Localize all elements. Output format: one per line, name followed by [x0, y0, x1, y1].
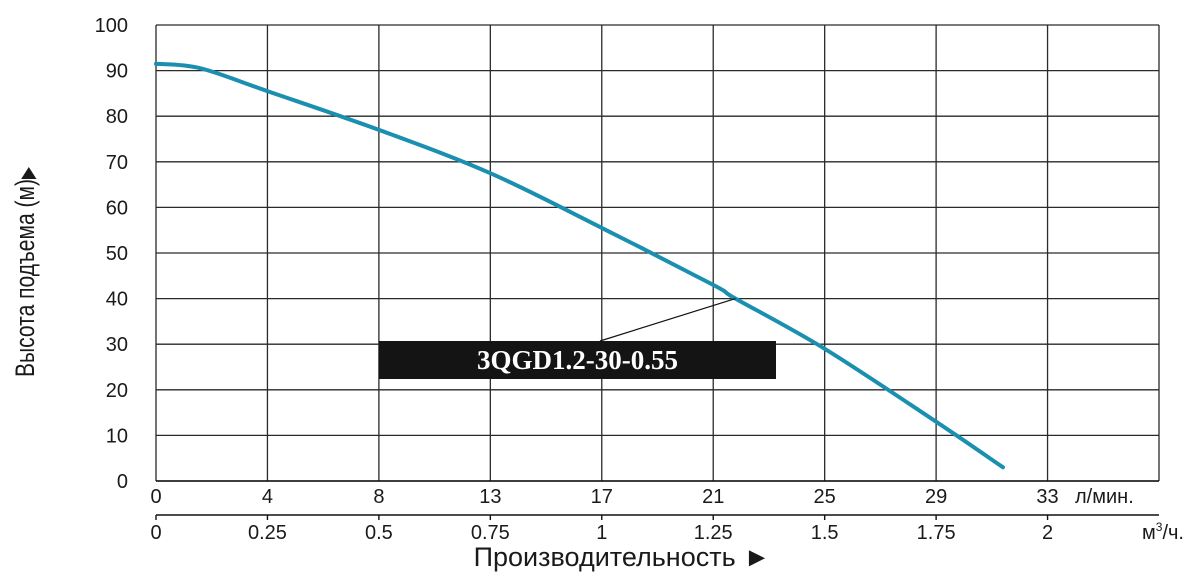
x-primary-tick-label: 17 — [591, 486, 613, 508]
y-axis-title-text: Высота подъема (м) — [11, 179, 41, 377]
x-axis-primary-unit: л/мин. — [1075, 486, 1134, 508]
model-label-box — [379, 341, 776, 379]
grid — [155, 24, 1160, 482]
x-primary-tick-label: 33 — [1036, 486, 1058, 508]
y-tick-label: 50 — [106, 243, 128, 265]
x-primary-tick-label: 13 — [479, 486, 501, 508]
annotation: 3QGD1.2-30-0.55 — [379, 298, 776, 379]
x-secondary-tick-label: 1.25 — [694, 522, 733, 544]
x-primary-tick-label: 0 — [150, 486, 161, 508]
y-tick-label: 90 — [106, 61, 128, 83]
x-primary-tick-label: 8 — [373, 486, 384, 508]
x-primary-tick-label: 21 — [702, 486, 724, 508]
y-tick-label: 70 — [106, 152, 128, 174]
series-layer — [154, 61, 1005, 470]
x-secondary-tick-label: 1.5 — [811, 522, 839, 544]
x-secondary-tick-label: 0.25 — [248, 522, 287, 544]
y-tick-label: 40 — [106, 289, 128, 311]
y-tick-label: 0 — [117, 471, 128, 493]
x-secondary-tick-label: 0.75 — [471, 522, 510, 544]
x-secondary-tick-label: 0.5 — [365, 522, 393, 544]
y-tick-label: 20 — [106, 380, 128, 402]
x-primary-tick-label: 29 — [925, 486, 947, 508]
x-axis-title-text: Производительность — [474, 542, 736, 572]
model-label: 3QGD1.2-30-0.55 — [477, 345, 678, 375]
x-secondary-tick-label: 1.75 — [917, 522, 956, 544]
y-tick-label: 10 — [106, 425, 128, 447]
x-axis-secondary-unit: м3/ч. — [1142, 520, 1184, 544]
x-axis-title: Производительность ► — [474, 542, 771, 572]
annotation-leader-line — [599, 298, 736, 342]
x-secondary-tick-label: 0 — [150, 522, 161, 544]
y-axis-title: Высота подъема (м)▶ — [11, 167, 41, 377]
y-tick-label: 80 — [106, 106, 128, 128]
axes — [155, 480, 1159, 520]
y-tick-label: 30 — [106, 334, 128, 356]
x-primary-tick-label: 4 — [262, 486, 273, 508]
x-primary-tick-label: 25 — [814, 486, 836, 508]
x-axis-arrow-icon: ► — [744, 542, 771, 572]
y-axis-arrow-icon: ▶ — [16, 167, 38, 179]
x-secondary-tick-label: 1 — [596, 522, 607, 544]
y-tick-label: 100 — [95, 15, 128, 37]
x-secondary-tick-label: 2 — [1042, 522, 1053, 544]
series-line-3QGD1.2-30-0.55 — [154, 61, 1005, 470]
y-tick-label: 60 — [106, 197, 128, 219]
